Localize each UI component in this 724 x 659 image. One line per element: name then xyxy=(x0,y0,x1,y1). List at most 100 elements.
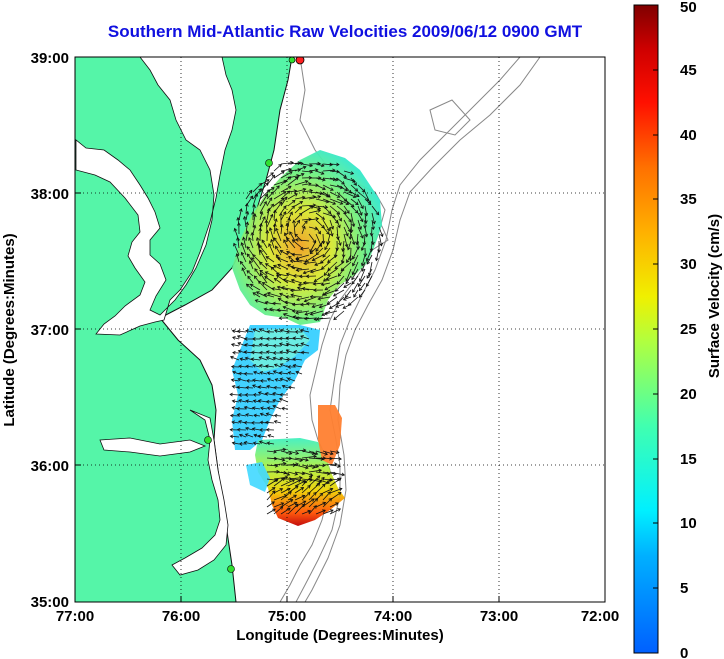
velocity-arrow xyxy=(322,479,331,487)
velocity-arrow xyxy=(287,378,296,382)
colorbar-ticks xyxy=(653,69,658,589)
velocity-arrow-head xyxy=(289,231,293,235)
velocity-arrow-head xyxy=(350,171,355,175)
velocity-arrow xyxy=(350,212,355,227)
velocity-arrow-head xyxy=(292,357,296,362)
velocity-arrow-head xyxy=(338,217,342,222)
velocity-arrow-head xyxy=(287,385,292,390)
velocity-arrow xyxy=(294,166,307,172)
velocity-arrow xyxy=(266,478,279,487)
velocity-arrow xyxy=(323,275,331,282)
velocity-arrow-head xyxy=(342,305,347,309)
velocity-arrow xyxy=(286,343,296,347)
velocity-arrow xyxy=(243,237,247,249)
velocity-arrow-head xyxy=(279,292,283,297)
velocity-arrow-head xyxy=(300,335,304,339)
velocity-arrow xyxy=(274,415,282,417)
velocity-arrow xyxy=(294,457,309,461)
velocity-arrow xyxy=(322,198,336,205)
velocity-arrow xyxy=(329,471,345,476)
velocity-arrow-head xyxy=(230,343,235,347)
velocity-arrow-head xyxy=(333,316,337,321)
velocity-arrow xyxy=(336,219,341,228)
velocity-arrow xyxy=(238,208,242,221)
velocity-arrow-head xyxy=(287,507,291,512)
x-tick-label: 73:00 xyxy=(480,608,518,625)
velocity-arrow xyxy=(246,246,254,256)
velocity-arrow xyxy=(335,282,345,292)
velocity-arrow xyxy=(295,371,303,375)
velocity-arrow-head xyxy=(257,385,262,389)
velocity-arrow-head xyxy=(287,176,292,180)
velocity-arrow xyxy=(308,457,324,460)
velocity-arrow-head xyxy=(260,406,264,411)
velocity-arrow-head xyxy=(361,188,366,193)
velocity-arrow xyxy=(351,268,359,280)
colorbar-tick-label: 35 xyxy=(680,191,697,208)
velocity-arrow-head xyxy=(335,247,340,252)
velocity-arrow xyxy=(287,190,297,193)
velocity-arrow xyxy=(232,400,240,403)
velocity-arrow-head xyxy=(327,267,331,272)
velocity-arrow-head xyxy=(263,201,267,205)
velocity-arrow-head xyxy=(358,287,363,292)
velocity-arrow xyxy=(259,201,267,214)
velocity-arrow-head xyxy=(267,434,272,438)
velocity-arrow-head xyxy=(313,288,317,293)
velocity-arrow-head xyxy=(264,343,269,348)
velocity-arrow-head xyxy=(293,501,298,506)
velocity-arrow xyxy=(371,212,375,224)
velocity-arrow xyxy=(315,471,330,475)
velocity-arrow-head xyxy=(243,371,248,376)
velocity-arrow xyxy=(280,211,287,221)
velocity-arrow xyxy=(230,356,240,361)
velocity-arrow xyxy=(237,386,247,389)
velocity-arrow-head xyxy=(317,296,322,301)
velocity-arrow-head xyxy=(264,276,268,280)
velocity-arrow-head xyxy=(358,226,362,231)
velocity-arrow-head xyxy=(314,262,318,266)
velocity-arrow xyxy=(245,427,254,431)
velocity-arrow-head xyxy=(265,420,269,425)
velocity-arrow xyxy=(300,335,310,340)
velocity-field-cyan-edge xyxy=(246,462,270,492)
velocity-arrow-head xyxy=(237,342,242,346)
velocity-arrow xyxy=(358,289,366,298)
velocity-arrow-head xyxy=(286,190,291,195)
velocity-arrow-head xyxy=(364,233,369,238)
velocity-arrow-head xyxy=(294,233,298,238)
velocity-arrow-head xyxy=(361,268,365,272)
velocity-arrow xyxy=(378,233,382,246)
velocity-arrow-head xyxy=(352,255,356,260)
velocity-arrow xyxy=(300,247,310,250)
velocity-arrow-head xyxy=(246,378,250,383)
velocity-arrow xyxy=(287,175,300,179)
velocity-arrow-head xyxy=(270,238,274,243)
velocity-arrow xyxy=(329,457,342,460)
velocity-arrow-head xyxy=(372,220,376,225)
velocity-arrow-head xyxy=(271,174,276,179)
velocity-arrow-head xyxy=(264,300,269,305)
velocity-arrow-head xyxy=(367,272,372,277)
velocity-arrow xyxy=(301,170,313,173)
velocity-arrow-head xyxy=(337,508,342,512)
velocity-arrow-head xyxy=(282,211,287,215)
velocity-arrow xyxy=(301,498,315,508)
velocity-arrow-head xyxy=(324,451,329,456)
velocity-arrow-head xyxy=(297,168,302,172)
velocity-arrow xyxy=(232,442,240,445)
velocity-arrow-head xyxy=(322,253,327,258)
velocity-arrow-head xyxy=(250,357,255,362)
velocity-arrow-head xyxy=(341,181,345,185)
velocity-arrow-head xyxy=(279,250,284,254)
velocity-arrow-head xyxy=(280,286,285,290)
velocity-arrow xyxy=(274,364,282,368)
velocity-arrow xyxy=(292,303,303,306)
velocity-arrow-head xyxy=(295,451,300,455)
velocity-arrow xyxy=(364,205,368,216)
velocity-arrow-head xyxy=(285,295,289,299)
velocity-arrow-head xyxy=(287,217,291,222)
velocity-arrow xyxy=(275,245,282,256)
velocity-arrow-head xyxy=(232,350,236,355)
velocity-arrow xyxy=(244,216,247,228)
